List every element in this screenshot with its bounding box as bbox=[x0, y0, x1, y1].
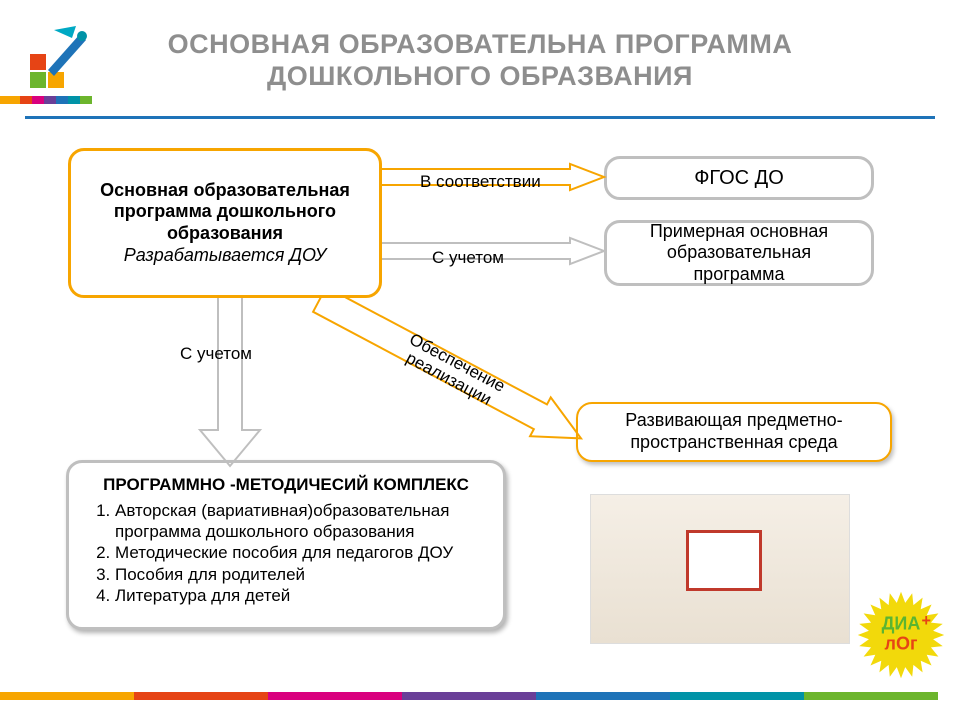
box-pmk: ПРОГРАММНО -МЕТОДИЧЕСИЙ КОМПЛЕКС Авторск… bbox=[66, 460, 506, 630]
title-line-2: ДОШКОЛЬНОГО ОБРАЗВАНИЯ bbox=[267, 61, 693, 91]
badge-text-top: ДИА bbox=[882, 614, 921, 634]
header-underline bbox=[25, 116, 935, 119]
header: ОСНОВНАЯ ОБРАЗОВАТЕЛЬНА ПРОГРАММА ДОШКОЛ… bbox=[0, 0, 960, 93]
stripe bbox=[80, 96, 92, 104]
pmk-list: Авторская (вариативная)образовательная п… bbox=[87, 501, 485, 607]
bottom-stripes bbox=[0, 692, 938, 700]
children-photo bbox=[590, 494, 850, 644]
stripe bbox=[0, 96, 20, 104]
box-fgos: ФГОС ДО bbox=[604, 156, 874, 200]
stripe bbox=[56, 96, 68, 104]
stripe bbox=[134, 692, 268, 700]
diagram-canvas: В соответствии С учетом С учетом Обеспеч… bbox=[0, 140, 960, 700]
stripe bbox=[670, 692, 804, 700]
stripe bbox=[32, 96, 44, 104]
main-box-bold: Основная образовательная программа дошко… bbox=[83, 180, 367, 245]
arrow-label-3: С учетом bbox=[180, 344, 252, 364]
arrow-down bbox=[180, 290, 280, 470]
stripe bbox=[68, 96, 80, 104]
dialog-badge-icon: ДИА + лОг bbox=[856, 590, 946, 680]
badge-text-bottom: лОг bbox=[885, 633, 918, 653]
stripe bbox=[402, 692, 536, 700]
arrow-label-2: С учетом bbox=[432, 248, 504, 268]
top-stripes bbox=[0, 96, 92, 104]
pmk-item: Методические пособия для педагогов ДОУ bbox=[115, 543, 485, 563]
main-box-italic: Разрабатывается ДОУ bbox=[83, 245, 367, 267]
box-primer: Примерная основная образовательная прогр… bbox=[604, 220, 874, 286]
stripe bbox=[536, 692, 670, 700]
stripe bbox=[804, 692, 938, 700]
pmk-item: Авторская (вариативная)образовательная п… bbox=[115, 501, 485, 542]
stripe bbox=[268, 692, 402, 700]
page-title: ОСНОВНАЯ ОБРАЗОВАТЕЛЬНА ПРОГРАММА ДОШКОЛ… bbox=[0, 28, 960, 93]
stripe bbox=[20, 96, 32, 104]
badge-plus: + bbox=[921, 612, 930, 630]
stripe bbox=[44, 96, 56, 104]
arrow-label-1: В соответствии bbox=[420, 172, 541, 192]
stripe bbox=[0, 692, 134, 700]
title-line-1: ОСНОВНАЯ ОБРАЗОВАТЕЛЬНА ПРОГРАММА bbox=[168, 29, 793, 59]
pmk-item: Пособия для родителей bbox=[115, 565, 485, 585]
box-main-program: Основная образовательная программа дошко… bbox=[68, 148, 382, 298]
pmk-title: ПРОГРАММНО -МЕТОДИЧЕСИЙ КОМПЛЕКС bbox=[87, 475, 485, 495]
pmk-item: Литература для детей bbox=[115, 586, 485, 606]
